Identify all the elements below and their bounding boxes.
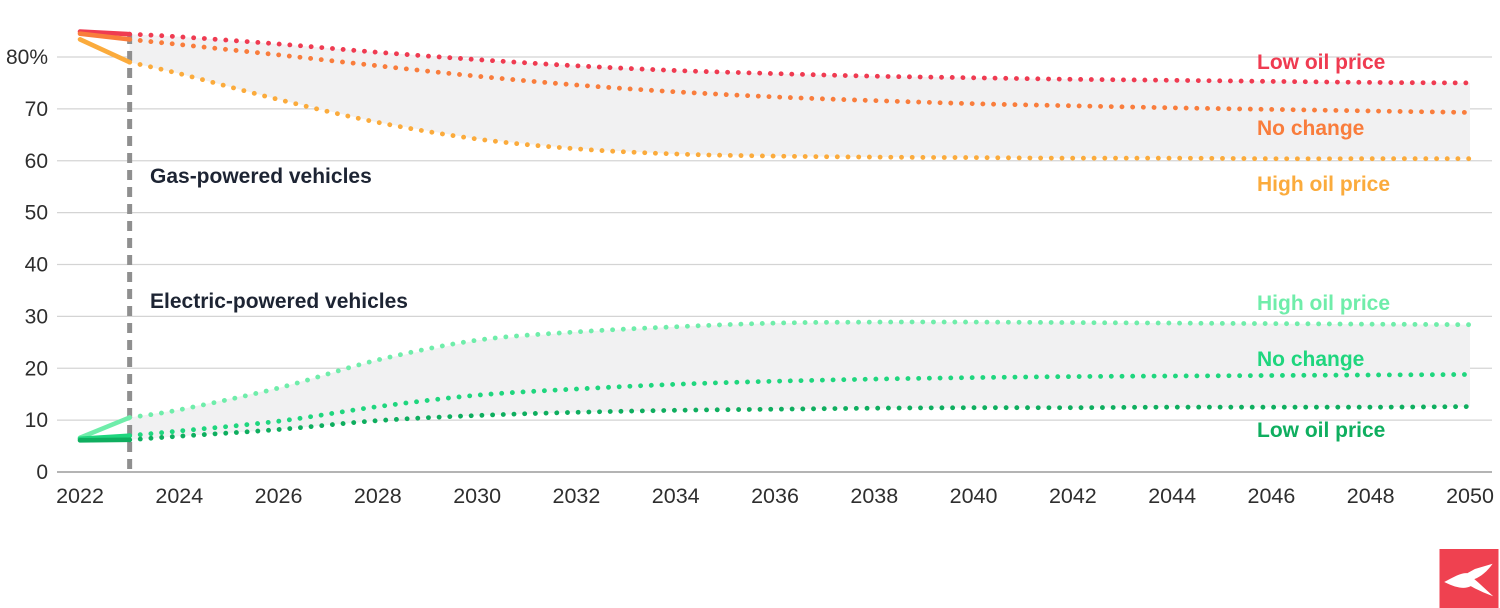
- x-axis-tick-label: 2030: [453, 484, 501, 508]
- x-axis-tick-label: 2032: [553, 484, 601, 508]
- y-axis-tick-label: 50: [25, 202, 48, 225]
- x-axis-tick-label: 2046: [1248, 484, 1296, 508]
- x-axis-tick-label: 2048: [1347, 484, 1395, 508]
- x-axis-tick-label: 2034: [652, 484, 700, 508]
- ev-high-oil-price-label: High oil price: [1257, 291, 1391, 315]
- y-axis-tick-label: 20: [25, 357, 48, 380]
- x-axis-tick-label: 2026: [255, 484, 303, 508]
- y-axis-tick-label: 10: [25, 409, 48, 432]
- y-axis-tick-label: 40: [25, 254, 48, 277]
- series-solid-3: [77, 415, 132, 441]
- gas-high-oil-price-label: High oil price: [1257, 172, 1391, 196]
- y-axis-tick-label: 0: [36, 461, 48, 484]
- xtb-bird-x-icon: [1444, 563, 1494, 597]
- xtb-logo: [1439, 549, 1499, 608]
- series-dotted-3: [127, 319, 1473, 420]
- series-solid-2: [77, 37, 132, 65]
- series-solid-0: [77, 29, 132, 37]
- x-axis-tick-label: 2038: [850, 484, 898, 508]
- gas-vehicles-group-label: Gas-powered vehicles: [150, 165, 372, 188]
- x-axis-tick-label: 2044: [1148, 484, 1196, 508]
- series-dotted-4: [127, 372, 1473, 439]
- y-axis-tick-label: 70: [25, 98, 48, 121]
- y-axis-tick-label: 60: [25, 150, 48, 173]
- x-axis-tick-label: 2022: [56, 484, 104, 508]
- x-axis-tick-label: 2024: [155, 484, 203, 508]
- y-axis-tick-label: 80%: [6, 46, 48, 69]
- x-axis-tick-label: 2040: [950, 484, 998, 508]
- gas-no-change-label: No change: [1257, 116, 1365, 140]
- y-axis-tick-label: 30: [25, 305, 48, 328]
- series-solid-1: [77, 31, 132, 42]
- ev-vehicles-group-label: Electric-powered vehicles: [150, 290, 408, 313]
- ev-low-oil-price-label: Low oil price: [1257, 418, 1386, 442]
- x-axis-tick-label: 2036: [751, 484, 799, 508]
- x-axis-tick-label: 2042: [1049, 484, 1097, 508]
- gas-low-oil-price-label: Low oil price: [1257, 50, 1386, 74]
- series-dotted-2: [127, 59, 1473, 162]
- ev-no-change-label: No change: [1257, 348, 1365, 372]
- x-axis-tick-label: 2050: [1446, 484, 1494, 508]
- x-axis-tick-label: 2028: [354, 484, 402, 508]
- series-solid-5: [77, 437, 132, 443]
